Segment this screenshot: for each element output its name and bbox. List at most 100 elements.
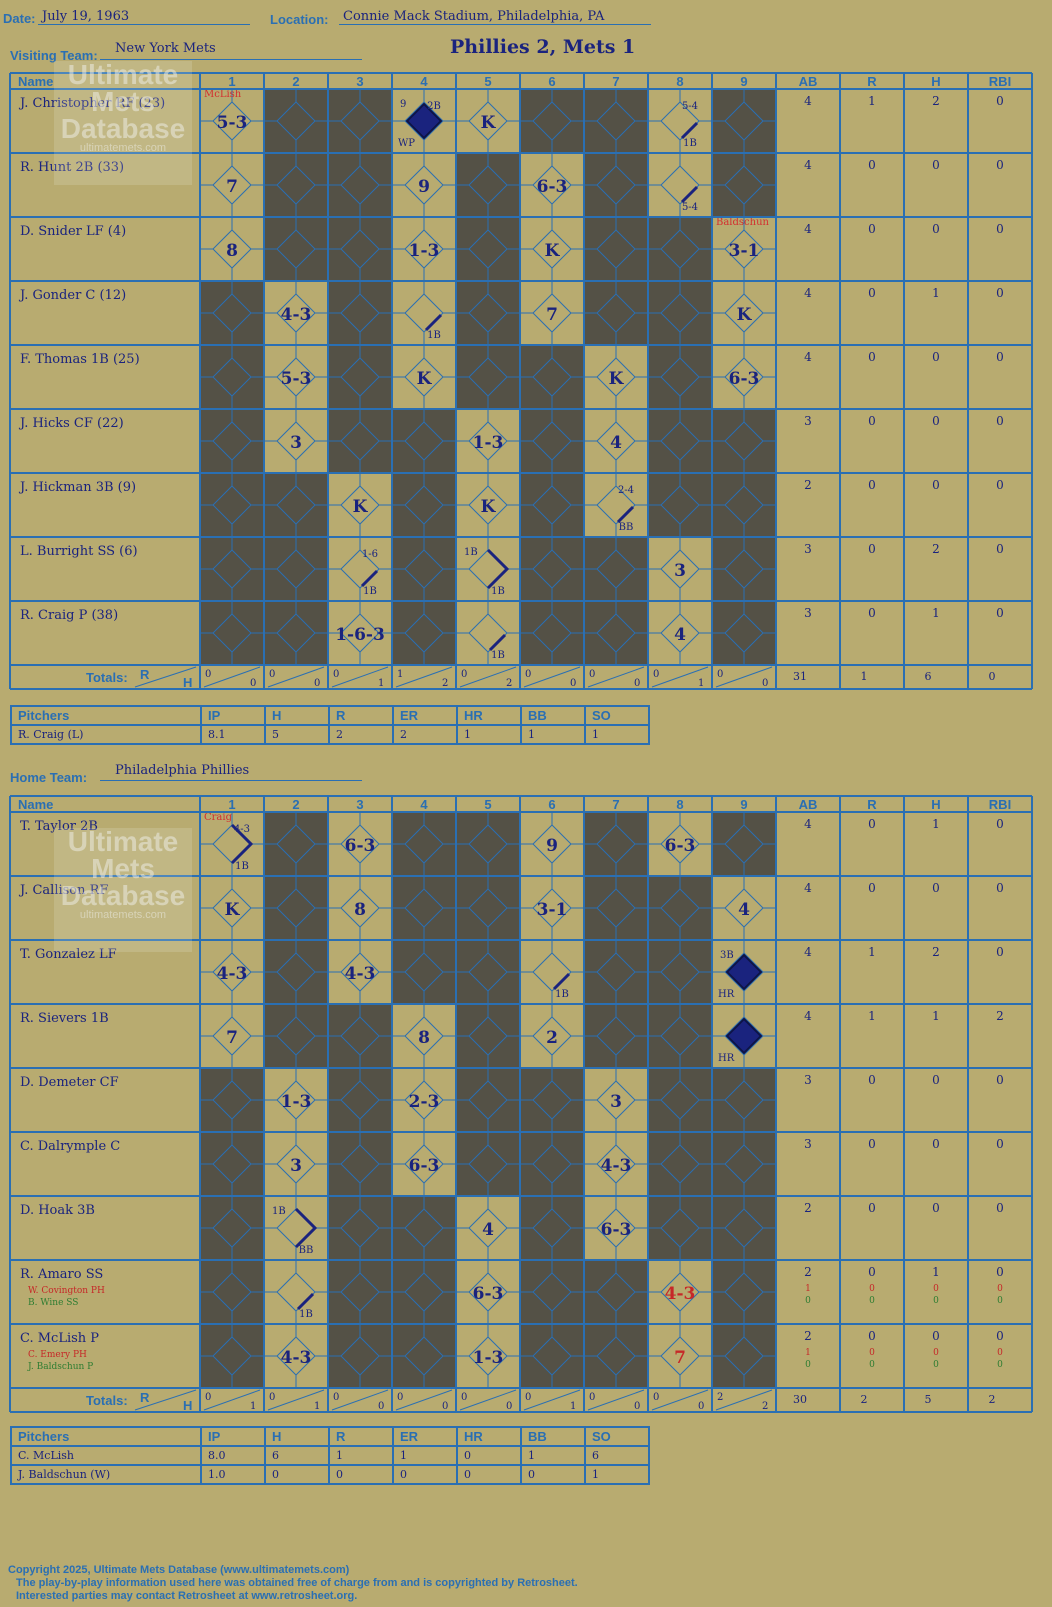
home-sub-stat-ab: 1 bbox=[805, 1348, 811, 1358]
home-play-code: 6-3 bbox=[665, 836, 696, 856]
play-note: 1B bbox=[491, 650, 505, 661]
home-stat-h: 0 bbox=[932, 881, 940, 895]
advance-line-icon bbox=[486, 548, 510, 590]
home-inning-hits: 0 bbox=[442, 1401, 448, 1412]
visitors-inning-runs: 0 bbox=[205, 669, 211, 680]
visitors-stat-r: 0 bbox=[868, 350, 876, 364]
advance-line-icon bbox=[294, 1207, 318, 1249]
visitors-inning-runs: 0 bbox=[333, 669, 339, 680]
visitors-stat-r: 0 bbox=[868, 286, 876, 300]
home-stat-ab: 4 bbox=[804, 945, 812, 959]
home-col-header: AB bbox=[799, 797, 818, 812]
visitors-stat-rbi: 0 bbox=[996, 414, 1004, 428]
home-col-header: R bbox=[867, 797, 877, 812]
home-player-name: C. McLish P bbox=[20, 1331, 99, 1346]
pitchers-header-cell: ER bbox=[392, 1426, 458, 1447]
home-stat-ab: 4 bbox=[804, 1009, 812, 1023]
visitors-totals-label: Totals: bbox=[86, 670, 128, 685]
pitcher-stat-cell: 8.0 bbox=[200, 1445, 266, 1466]
pitcher-stat-cell: 0 bbox=[264, 1464, 330, 1485]
play-note: 5-4 bbox=[682, 101, 698, 112]
hit-line-icon bbox=[616, 505, 635, 524]
visitors-col-header: 1 bbox=[228, 74, 235, 89]
advance-line-icon bbox=[230, 823, 254, 865]
visitors-play-code: 3 bbox=[674, 561, 686, 581]
visitors-inning-hits: 2 bbox=[506, 678, 512, 689]
visitors-inning-runs: 0 bbox=[717, 669, 723, 680]
visitors-play-code: K bbox=[353, 497, 369, 517]
home-sub-stat-r: 0 bbox=[869, 1348, 875, 1358]
play-note: 9 bbox=[400, 99, 406, 110]
visitors-play-code: K bbox=[609, 369, 625, 389]
home-play-code: 3-1 bbox=[537, 900, 568, 920]
home-stat-rbi: 2 bbox=[996, 1009, 1004, 1023]
visitors-stat-rbi: 0 bbox=[996, 478, 1004, 492]
visitors-stat-ab: 3 bbox=[804, 542, 812, 556]
pitchers-header-cell: HR bbox=[456, 705, 522, 726]
home-sub-stat-h: 0 bbox=[933, 1360, 939, 1370]
visitors-stat-ab: 4 bbox=[804, 286, 812, 300]
home-col-header: 6 bbox=[548, 797, 555, 812]
home-play-code: 1-3 bbox=[281, 1092, 312, 1112]
visitors-total-rbi: 0 bbox=[989, 670, 996, 683]
home-col-header: RBI bbox=[989, 797, 1011, 812]
visitors-scorecard: Name 1 2 3 4 5 6 7 8 9 AB R H RBI J. Christopher RF (2… bbox=[9, 72, 1033, 690]
pitcher-stat-cell: 1 bbox=[392, 1445, 458, 1466]
visitors-stat-ab: 4 bbox=[804, 94, 812, 108]
home-play-code: 6-3 bbox=[345, 836, 376, 856]
home-stat-h: 1 bbox=[932, 1009, 940, 1023]
visitors-stat-r: 0 bbox=[868, 158, 876, 172]
visitors-stat-rbi: 0 bbox=[996, 350, 1004, 364]
visitors-col-header: AB bbox=[799, 74, 818, 89]
home-inning-runs: 0 bbox=[653, 1392, 659, 1403]
home-stat-r: 0 bbox=[868, 1073, 876, 1087]
visitors-inning-hits: 1 bbox=[698, 678, 704, 689]
home-total-ab: 30 bbox=[793, 1393, 807, 1406]
location-underline bbox=[339, 24, 651, 25]
pitchers-header-cell: IP bbox=[200, 705, 266, 726]
home-stat-ab: 2 bbox=[804, 1329, 812, 1343]
home-sub-stat-ab: 1 bbox=[805, 1284, 811, 1294]
home-inning-hits: 1 bbox=[570, 1401, 576, 1412]
visitors-play-code: 4 bbox=[674, 625, 686, 645]
play-note: HR bbox=[718, 989, 735, 1000]
visitors-stat-h: 0 bbox=[932, 478, 940, 492]
home-col-header: 8 bbox=[676, 797, 683, 812]
watermark-logo-2: Ultimate Mets Database ultimatemets.com bbox=[54, 828, 192, 952]
home-sub-stat-ab: 0 bbox=[805, 1360, 811, 1370]
visitors-stat-ab: 4 bbox=[804, 222, 812, 236]
visiting-team-name: New York Mets bbox=[115, 41, 216, 56]
rh-h-label: H bbox=[183, 1398, 192, 1413]
game-result-title: Phillies 2, Mets 1 bbox=[450, 36, 636, 58]
home-stat-r: 0 bbox=[868, 1329, 876, 1343]
home-play-code: 6-3 bbox=[473, 1284, 504, 1304]
home-sub-name: C. Emery PH bbox=[28, 1350, 87, 1360]
home-stat-r: 1 bbox=[868, 1009, 876, 1023]
visitors-stat-r: 0 bbox=[868, 414, 876, 428]
home-sub-stat-r: 0 bbox=[869, 1360, 875, 1370]
visitors-stat-h: 0 bbox=[932, 158, 940, 172]
rh-r-label: R bbox=[140, 1390, 150, 1405]
home-play-code: 4-3 bbox=[281, 1348, 312, 1368]
visitors-stat-r: 0 bbox=[868, 542, 876, 556]
play-note: 1B bbox=[464, 547, 478, 558]
home-stat-r: 0 bbox=[868, 1265, 876, 1279]
pitchers-header-cell: SO bbox=[584, 1426, 650, 1447]
visitors-play-code: 8 bbox=[226, 241, 238, 261]
play-note: 1B bbox=[427, 330, 441, 341]
pitchers-header-cell: R bbox=[328, 1426, 394, 1447]
home-stat-rbi: 0 bbox=[996, 1201, 1004, 1215]
pitcher-stat-cell: 6 bbox=[584, 1445, 650, 1466]
visitors-col-header: 7 bbox=[612, 74, 619, 89]
visitors-play-code: K bbox=[481, 113, 497, 133]
play-note: 1B bbox=[491, 586, 505, 597]
visitors-col-header: 5 bbox=[484, 74, 491, 89]
pitchers-header-cell: H bbox=[264, 1426, 330, 1447]
visitors-player-name: J. Christopher RF (23) bbox=[18, 96, 165, 111]
play-note: 1-6 bbox=[362, 549, 378, 560]
play-note: 4-3 bbox=[234, 824, 250, 835]
visitors-stat-rbi: 0 bbox=[996, 542, 1004, 556]
home-stat-r: 1 bbox=[868, 945, 876, 959]
visitors-stat-rbi: 0 bbox=[996, 222, 1004, 236]
visitors-col-header: 6 bbox=[548, 74, 555, 89]
